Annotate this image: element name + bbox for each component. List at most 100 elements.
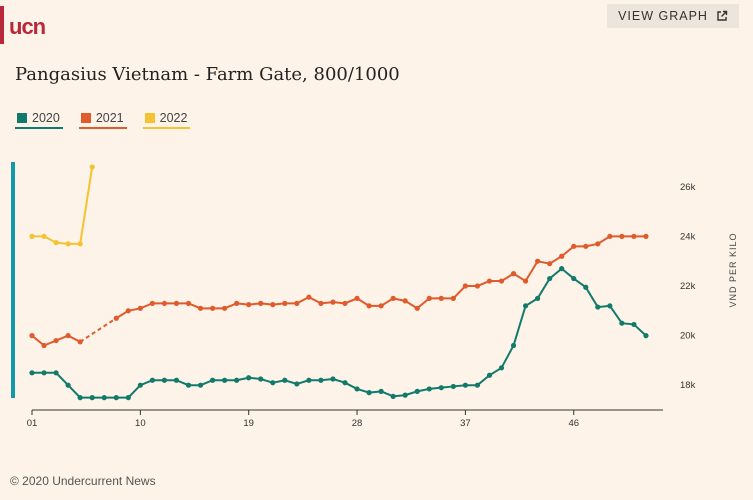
data-point-2021[interactable] — [41, 342, 47, 349]
data-point-2021[interactable] — [486, 278, 493, 284]
data-point-2021[interactable] — [583, 243, 589, 249]
data-point-2022[interactable] — [29, 233, 35, 239]
data-point-2020[interactable] — [149, 377, 155, 383]
data-point-2020[interactable] — [354, 386, 360, 392]
scrubber-handle[interactable] — [11, 162, 15, 398]
data-point-2020[interactable] — [414, 388, 420, 394]
data-point-2020[interactable] — [65, 382, 71, 388]
data-point-2020[interactable] — [486, 372, 493, 378]
data-point-2021[interactable] — [113, 315, 119, 321]
data-point-2021[interactable] — [282, 300, 288, 306]
data-point-2020[interactable] — [607, 303, 613, 309]
data-point-2020[interactable] — [173, 377, 180, 383]
data-point-2021[interactable] — [173, 300, 180, 306]
data-point-2020[interactable] — [498, 365, 505, 371]
data-point-2020[interactable] — [41, 370, 47, 376]
data-point-2020[interactable] — [222, 377, 228, 383]
data-point-2021[interactable] — [450, 295, 456, 301]
data-point-2022[interactable] — [65, 241, 71, 247]
data-point-2020[interactable] — [161, 377, 168, 383]
data-point-2021[interactable] — [522, 278, 529, 284]
data-point-2020[interactable] — [125, 395, 131, 401]
legend-item-2022[interactable]: 2022 — [142, 111, 191, 129]
data-point-2021[interactable] — [161, 300, 168, 306]
data-point-2021[interactable] — [595, 241, 601, 247]
data-point-2021[interactable] — [342, 300, 348, 306]
data-point-2020[interactable] — [29, 370, 35, 376]
data-point-2020[interactable] — [366, 390, 372, 396]
data-point-2020[interactable] — [342, 380, 348, 386]
data-point-2021[interactable] — [306, 294, 312, 300]
data-point-2021[interactable] — [53, 337, 59, 344]
data-point-2021[interactable] — [234, 300, 240, 306]
data-point-2020[interactable] — [197, 382, 204, 388]
data-point-2020[interactable] — [390, 393, 396, 399]
data-point-2021[interactable] — [462, 283, 468, 289]
data-point-2020[interactable] — [246, 375, 252, 381]
data-point-2020[interactable] — [402, 392, 408, 398]
data-point-2020[interactable] — [89, 395, 95, 401]
data-point-2020[interactable] — [258, 376, 264, 382]
data-point-2020[interactable] — [559, 266, 565, 272]
data-point-2020[interactable] — [77, 395, 83, 401]
data-point-2020[interactable] — [101, 395, 107, 401]
data-point-2020[interactable] — [426, 386, 432, 392]
data-point-2021[interactable] — [607, 233, 613, 239]
data-point-2021[interactable] — [185, 300, 192, 306]
data-point-2021[interactable] — [294, 300, 300, 306]
data-point-2021[interactable] — [426, 295, 432, 301]
data-point-2020[interactable] — [209, 377, 216, 383]
data-point-2020[interactable] — [438, 385, 444, 391]
data-point-2021[interactable] — [498, 278, 505, 284]
data-point-2021[interactable] — [547, 261, 553, 267]
data-point-2020[interactable] — [113, 395, 119, 401]
data-point-2021[interactable] — [258, 300, 264, 306]
data-point-2021[interactable] — [559, 253, 565, 259]
data-point-2020[interactable] — [378, 388, 384, 394]
data-point-2021[interactable] — [474, 283, 481, 289]
data-point-2020[interactable] — [571, 275, 577, 282]
data-point-2020[interactable] — [137, 382, 143, 388]
data-point-2021[interactable] — [643, 233, 649, 239]
data-point-2020[interactable] — [282, 377, 288, 383]
data-point-2020[interactable] — [450, 383, 456, 390]
data-point-2020[interactable] — [306, 377, 312, 383]
data-point-2020[interactable] — [270, 380, 276, 386]
data-point-2020[interactable] — [595, 304, 601, 310]
data-point-2021[interactable] — [318, 300, 324, 306]
data-point-2022[interactable] — [77, 241, 83, 247]
data-point-2021[interactable] — [222, 305, 228, 311]
data-point-2020[interactable] — [234, 377, 240, 383]
data-point-2021[interactable] — [354, 295, 360, 301]
data-point-2020[interactable] — [619, 320, 625, 326]
data-point-2021[interactable] — [366, 303, 372, 309]
data-point-2021[interactable] — [149, 300, 155, 306]
data-point-2020[interactable] — [643, 333, 649, 339]
data-point-2021[interactable] — [65, 333, 71, 339]
ucn-logo[interactable]: ucn — [9, 14, 46, 39]
data-point-2020[interactable] — [474, 382, 481, 388]
data-point-2021[interactable] — [571, 243, 577, 249]
data-point-2021[interactable] — [137, 305, 143, 311]
data-point-2020[interactable] — [185, 382, 192, 388]
data-point-2021[interactable] — [402, 298, 408, 304]
data-point-2020[interactable] — [583, 284, 589, 290]
data-point-2021[interactable] — [270, 302, 276, 308]
data-point-2021[interactable] — [378, 303, 384, 309]
data-point-2021[interactable] — [510, 271, 517, 277]
data-point-2020[interactable] — [522, 303, 529, 309]
data-point-2020[interactable] — [318, 377, 324, 383]
data-point-2020[interactable] — [510, 342, 517, 349]
data-point-2020[interactable] — [631, 321, 637, 328]
view-graph-button[interactable]: VIEW GRAPH — [607, 4, 739, 28]
data-point-2021[interactable] — [390, 295, 396, 301]
data-point-2021[interactable] — [77, 339, 83, 345]
data-point-2021[interactable] — [209, 305, 216, 311]
data-point-2020[interactable] — [535, 295, 541, 301]
legend-item-2021[interactable]: 2021 — [78, 111, 127, 129]
data-point-2021[interactable] — [414, 305, 420, 311]
data-point-2020[interactable] — [547, 275, 553, 282]
data-point-2021[interactable] — [125, 308, 131, 314]
data-point-2020[interactable] — [462, 382, 468, 388]
data-point-2021[interactable] — [631, 233, 637, 239]
